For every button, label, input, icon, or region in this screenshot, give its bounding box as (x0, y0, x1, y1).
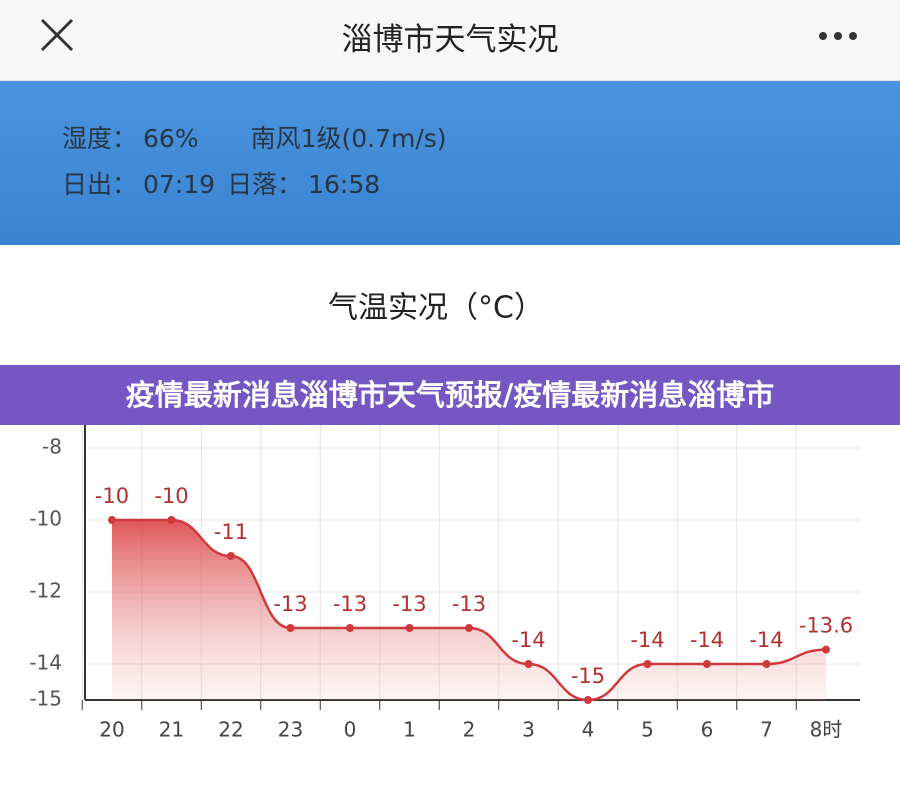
point (227, 552, 235, 560)
x-tick-label: 20 (99, 718, 124, 742)
point (584, 696, 592, 704)
humidity: 66% (143, 124, 199, 153)
y-tick-label: -15 (29, 687, 62, 711)
value-label: -14 (630, 628, 664, 652)
x-tick-label: 23 (278, 718, 303, 742)
x-tick-label: 5 (641, 718, 654, 742)
sunset: 16:58 (308, 170, 381, 199)
point (643, 660, 652, 668)
x-tick-label: 3 (522, 718, 535, 742)
chart: 气温实况（°C） -6-8-10-12-14-15202122230123456… (29, 291, 860, 742)
x-tick-label: 22 (218, 718, 243, 742)
value-label: -13 (333, 592, 367, 616)
point (524, 660, 533, 668)
point (405, 624, 414, 632)
x-tick-label: 8时 (810, 718, 843, 742)
chart-title: 气温实况（°C） (328, 291, 544, 326)
point (286, 624, 295, 632)
label: 日落： (227, 170, 303, 199)
label: 日出： (62, 170, 138, 199)
x-tick-label: 1 (403, 718, 416, 742)
point (703, 660, 711, 668)
area (112, 520, 826, 700)
top-bar: 淄博市天气实况 (0, 0, 900, 81)
point (822, 645, 830, 654)
y-tick-label: -14 (29, 651, 62, 675)
x-tick-label: 7 (760, 718, 773, 742)
value-label: -13 (273, 592, 307, 616)
close-button[interactable] (38, 16, 78, 56)
value-label: -10 (154, 484, 188, 508)
label: 湿度： (62, 124, 138, 153)
value-label: -14 (511, 628, 545, 652)
x-tick-label: 0 (344, 718, 357, 742)
banner: 疫情最新消息淄博市天气预报/疫情最新消息淄博市 (0, 365, 900, 425)
value-label: -13 (452, 592, 486, 616)
wind: 南风1级(0.7m/s) (250, 124, 447, 153)
point (465, 624, 473, 632)
more-button[interactable] (818, 30, 862, 42)
value-label: -13.6 (799, 614, 853, 638)
x-tick-label: 6 (701, 718, 714, 742)
x-tick-label: 2 (463, 718, 476, 742)
x-tick-label: 4 (582, 718, 595, 742)
value-label: -11 (214, 520, 248, 544)
page-title: 淄博市天气实况 (341, 22, 559, 58)
value-label: -13 (392, 592, 426, 616)
weather-info: 湿度： 66% 南风1级(0.7m/s) 日出： 07:19 日落： 16:58 (0, 81, 900, 245)
sunrise: 07:19 (143, 170, 216, 199)
y-tick-label: -12 (29, 579, 62, 603)
info-row: 湿度： 66% 南风1级(0.7m/s) (62, 119, 447, 155)
x-tick-label: 21 (159, 718, 184, 742)
info-row: 日出： 07:19 日落： 16:58 (62, 165, 380, 201)
value-label: -10 (95, 484, 129, 508)
value-label: -14 (690, 628, 724, 652)
value-label: -14 (749, 628, 783, 652)
point (762, 660, 771, 668)
value-label: -15 (571, 664, 605, 688)
point (108, 516, 116, 524)
point (346, 624, 354, 632)
y-tick-label: -10 (29, 507, 62, 531)
y-tick-label: -8 (42, 435, 62, 459)
point (167, 516, 176, 524)
